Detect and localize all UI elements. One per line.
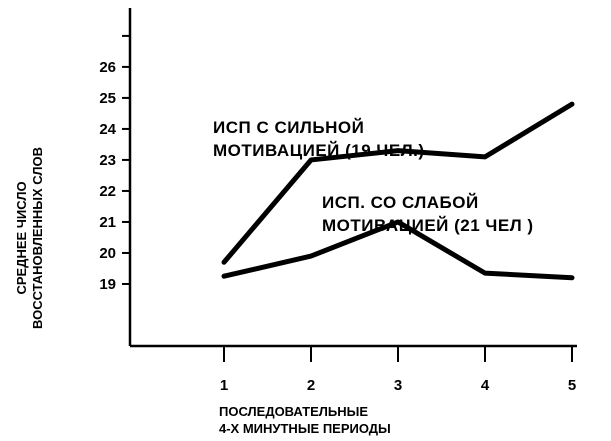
x-axis-label-line2: 4-Х МИНУТНЫЕ ПЕРИОДЫ: [219, 421, 391, 436]
y-tick-label: 25: [99, 90, 116, 107]
y-tick-label: 26: [99, 59, 116, 76]
series-1-line: [221, 101, 575, 265]
x-axis-label-line1: ПОСЛЕДОВАТЕЛЬНЫЕ: [219, 404, 368, 419]
series-2-label-line1: ИСП. СО СЛАБОЙ: [322, 193, 479, 212]
y-tick-label: 22: [99, 183, 116, 200]
y-axis-label-line2: ВОССТАНОВЛЕННЫХ СЛОВ: [30, 147, 45, 329]
x-tick-label: 5: [568, 377, 576, 394]
y-axis-label-line1: СРЕДНЕЕ ЧИСЛО: [14, 181, 29, 294]
y-tick-label: 19: [99, 276, 116, 293]
series-lines: [221, 101, 575, 281]
x-tick-label: 1: [220, 377, 228, 394]
series-2-line: [221, 219, 575, 281]
y-tick-label: 24: [99, 121, 116, 138]
x-tick-label: 4: [481, 377, 490, 394]
x-tick-label: 2: [307, 377, 315, 394]
y-tick-label: 23: [99, 152, 116, 169]
y-tick-label: 21: [99, 214, 116, 231]
series-1-label-line2: МОТИВАЦИЕЙ (19 ЧЕЛ.): [213, 141, 425, 160]
series-1-label-line1: ИСП С СИЛЬНОЙ: [213, 118, 364, 137]
x-ticks: 1 2 3 4 5: [220, 346, 576, 394]
y-tick-label: 20: [99, 245, 116, 262]
y-ticks: 19 20 21 22 23 24 25 26: [99, 34, 130, 293]
x-tick-label: 3: [394, 377, 402, 394]
series-2-label-line2: МОТИВАЦИЕЙ (21 ЧЕЛ ): [322, 216, 534, 235]
